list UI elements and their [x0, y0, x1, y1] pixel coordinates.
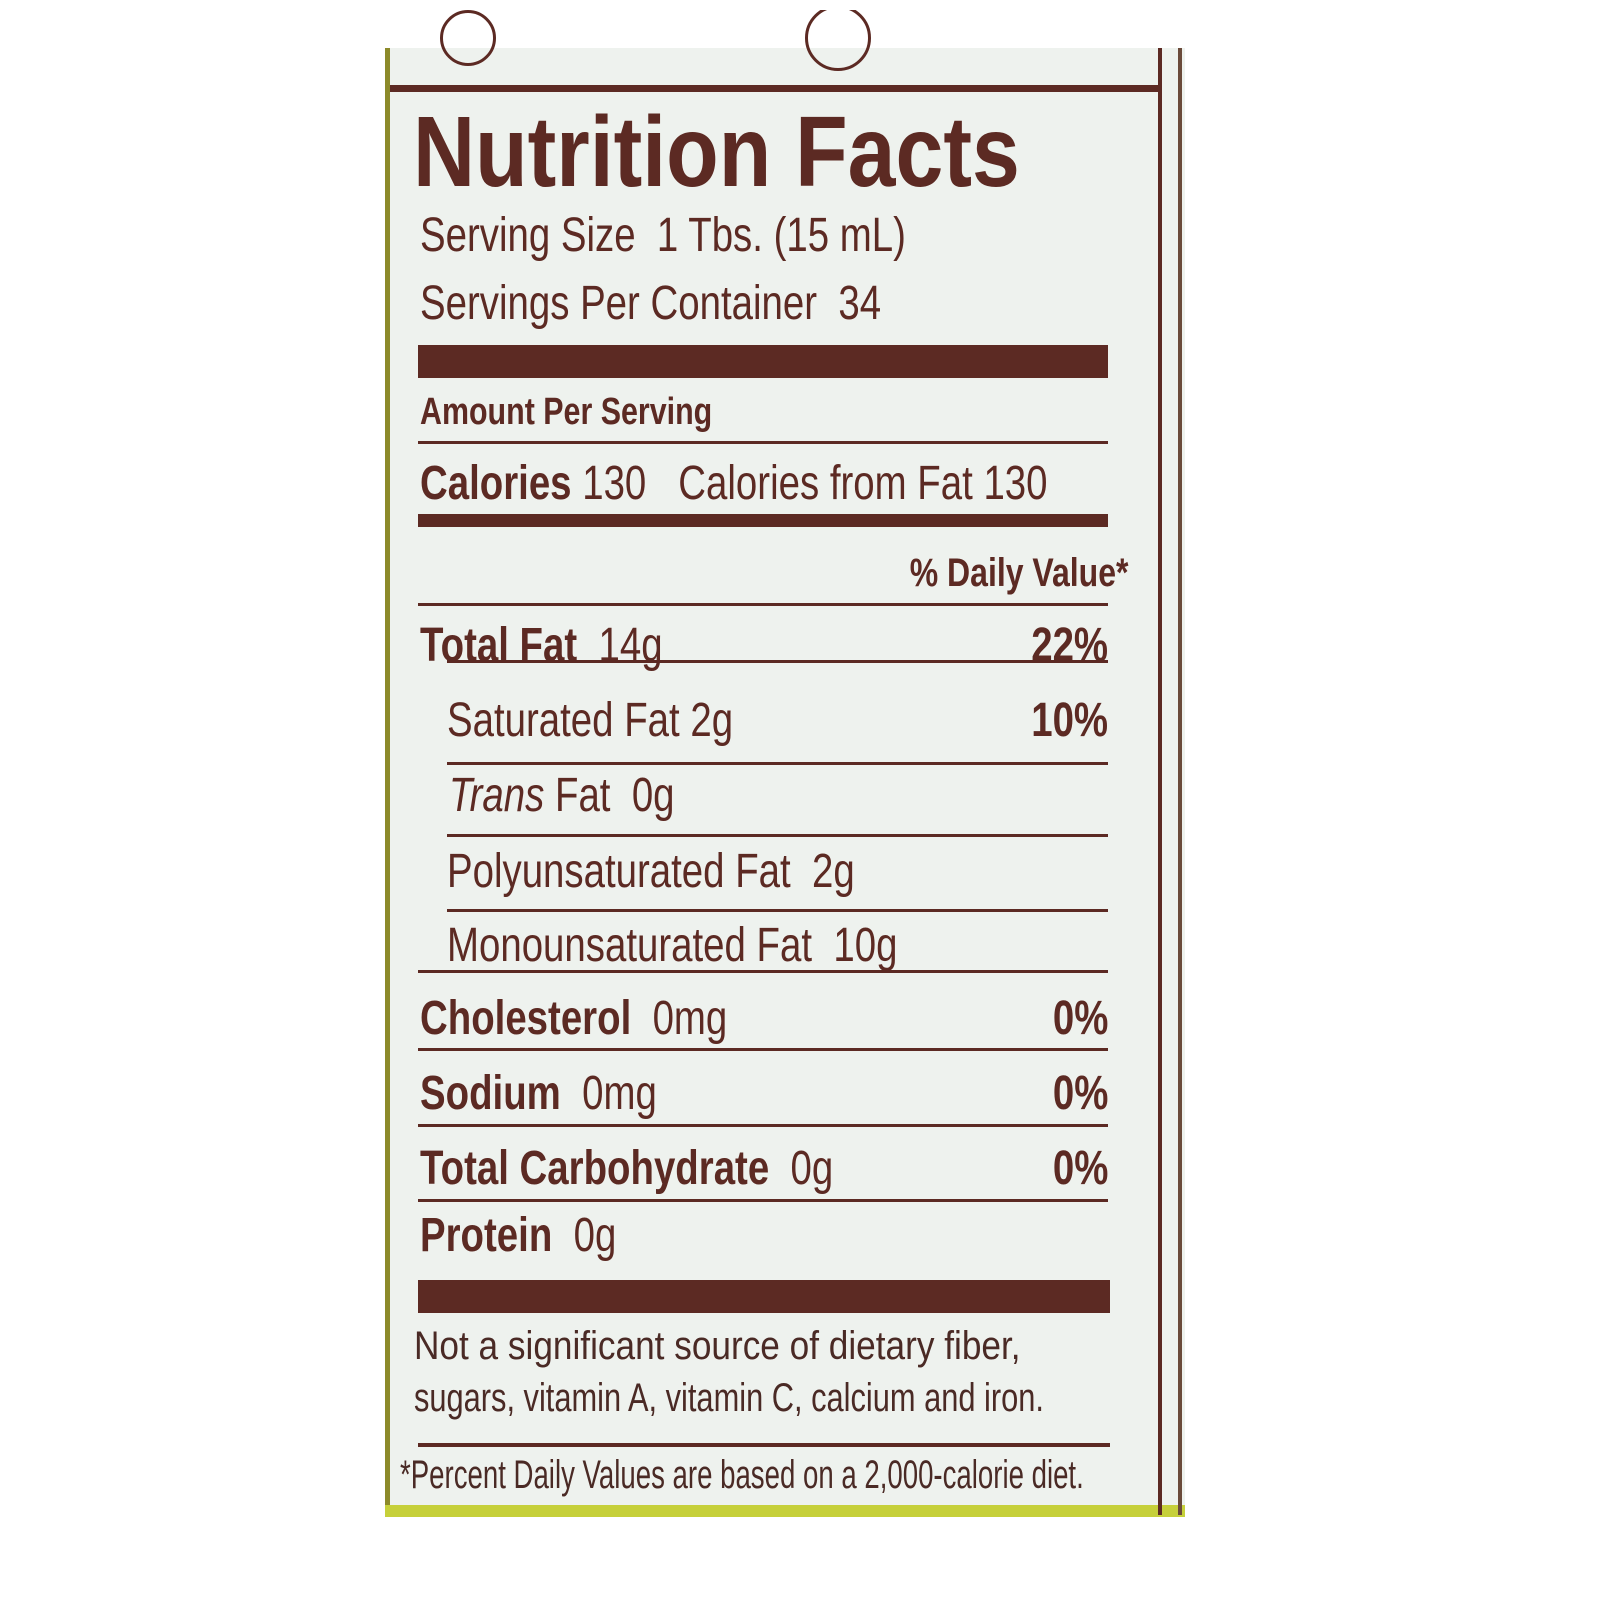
divider	[447, 762, 1108, 765]
calories-label: Calories	[420, 457, 572, 510]
container-edge	[385, 48, 390, 1515]
container-accent-strip	[385, 1505, 1185, 1517]
nutrient-row-sodium: Sodium 0mg	[420, 1070, 716, 1118]
nutrient-amount: 0mg	[652, 992, 728, 1045]
nutrient-amount: 0g	[790, 1142, 834, 1195]
footnote-nutrients-line1: Not a significant source of dietary fibe…	[414, 1326, 1103, 1366]
nutrient-name: Trans	[449, 769, 545, 822]
nutrition-label-panel	[385, 48, 1185, 1515]
nutrient-name: Total Fat	[420, 619, 578, 672]
calories-row: Calories 130 Calories from Fat 130	[420, 460, 1204, 508]
nutrient-row-monounsaturated-fat: Monounsaturated Fat 10g	[447, 922, 1010, 970]
nutrient-amount: 10g	[833, 919, 898, 972]
dv-value: 0%	[1052, 1142, 1109, 1195]
thick-divider	[418, 345, 1108, 378]
divider	[418, 1124, 1108, 1127]
label-title: Nutrition Facts	[413, 102, 1119, 202]
footnote-text: Not a significant source of dietary fibe…	[414, 1324, 1021, 1368]
nutrient-dv: 10%	[1012, 697, 1108, 745]
divider	[447, 909, 1108, 912]
nutrient-amount: 0mg	[582, 1067, 657, 1120]
footnote-nutrients-line2: sugars, vitamin A, vitamin C, calcium an…	[414, 1378, 1232, 1418]
nutrient-amount: 2g	[812, 845, 855, 898]
serving-size-value: 1 Tbs. (15 mL)	[656, 209, 906, 262]
partial-circle-icon	[440, 10, 496, 66]
nutrient-name: Total Carbohydrate	[420, 1142, 770, 1195]
serving-size-label: Serving Size	[420, 209, 636, 262]
nutrient-name: Monounsaturated Fat	[447, 919, 813, 972]
top-divider	[390, 85, 1158, 92]
servings-per-container: Servings Per Container 34	[420, 280, 996, 328]
daily-value-header-text: % Daily Value*	[909, 551, 1128, 595]
nutrient-row-total-carbohydrate: Total Carbohydrate 0g	[420, 1145, 937, 1193]
servings-value: 34	[838, 277, 882, 330]
thick-divider	[418, 1280, 1110, 1313]
nutrient-dv: 0%	[1039, 1142, 1109, 1195]
calories-value: 130	[582, 457, 647, 510]
dv-value: 0%	[1052, 1067, 1109, 1120]
nutrient-amount: 0g	[573, 1209, 617, 1262]
nutrient-dv: 0%	[1039, 1067, 1109, 1120]
nutrient-name: Polyunsaturated Fat	[447, 845, 791, 898]
partial-circle-icon	[805, 5, 871, 71]
adjacent-panel-edge	[1178, 48, 1182, 1515]
amount-per-serving-text: Amount Per Serving	[420, 391, 713, 433]
nutrient-name: Sodium	[420, 1067, 561, 1120]
title-text: Nutrition Facts	[413, 96, 1020, 208]
calories-from-fat-label: Calories from Fat	[678, 457, 973, 510]
top-edge	[385, 0, 1185, 10]
nutrient-name-rest: Fat	[554, 769, 611, 822]
calories-from-fat-value: 130	[983, 457, 1048, 510]
footnote-daily-values: *Percent Daily Values are based on a 2,0…	[400, 1455, 1391, 1495]
daily-value-header: % Daily Value*	[855, 553, 1128, 593]
nutrient-amount: 0g	[631, 769, 675, 822]
nutrient-name: Protein	[420, 1209, 553, 1262]
divider	[418, 441, 1108, 444]
divider	[418, 1199, 1108, 1202]
serving-size: Serving Size 1 Tbs. (15 mL)	[420, 212, 1027, 260]
dv-value: 0%	[1052, 992, 1109, 1045]
nutrient-dv: 0%	[1039, 992, 1109, 1045]
nutrient-name: Cholesterol	[420, 992, 632, 1045]
medium-divider	[418, 514, 1108, 527]
nutrient-row-saturated-fat: Saturated Fat 2g	[447, 697, 805, 745]
footnote-text: sugars, vitamin A, vitamin C, calcium an…	[414, 1376, 1044, 1420]
divider	[418, 1048, 1108, 1051]
nutrient-row-cholesterol: Cholesterol 0mg	[420, 995, 804, 1043]
nutrient-row-trans-fat: Trans Fat 0g	[449, 772, 731, 820]
divider	[418, 603, 1108, 606]
nutrient-amount: 2g	[690, 694, 734, 747]
divider	[447, 834, 1108, 837]
nutrient-row-polyunsaturated-fat: Polyunsaturated Fat 2g	[447, 848, 957, 896]
amount-per-serving: Amount Per Serving	[420, 393, 785, 431]
divider	[418, 1443, 1110, 1447]
divider	[418, 970, 1108, 973]
nutrient-row-protein: Protein 0g	[420, 1212, 665, 1260]
dv-value: 10%	[1031, 694, 1108, 747]
divider	[447, 660, 1108, 663]
footnote-text: *Percent Daily Values are based on a 2,0…	[400, 1453, 1084, 1497]
servings-label: Servings Per Container	[420, 277, 817, 330]
nutrient-amount: 14g	[598, 619, 663, 672]
nutrient-name: Saturated Fat	[447, 694, 680, 747]
label-border	[1158, 48, 1162, 1515]
